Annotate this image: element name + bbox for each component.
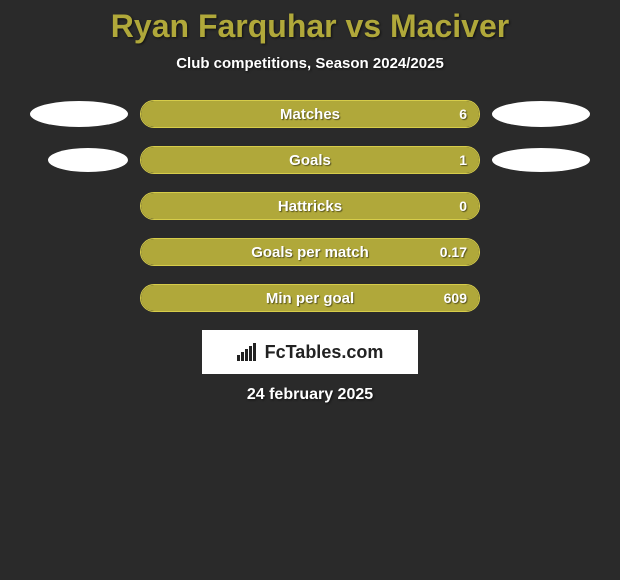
left-portrait-slot: [30, 146, 140, 174]
stat-row: Min per goal609: [0, 284, 620, 312]
logo-text: FcTables.com: [265, 342, 384, 363]
page-subtitle: Club competitions, Season 2024/2025: [0, 55, 620, 72]
date-label: 24 february 2025: [0, 386, 620, 404]
right-portrait-slot: [480, 192, 590, 220]
chart-bars-icon: [237, 343, 259, 361]
right-portrait-slot: [480, 238, 590, 266]
stat-label: Min per goal: [141, 285, 479, 311]
stat-value: 0.17: [440, 239, 467, 265]
stat-row: Goals per match0.17: [0, 238, 620, 266]
stat-bar: Goals per match0.17: [140, 238, 480, 266]
right-portrait-slot: [480, 100, 590, 128]
logo: FcTables.com: [237, 342, 384, 363]
player-portrait-placeholder: [492, 101, 590, 127]
stat-bar: Min per goal609: [140, 284, 480, 312]
stat-bar: Goals1: [140, 146, 480, 174]
stat-row: Goals1: [0, 146, 620, 174]
right-portrait-slot: [480, 284, 590, 312]
left-portrait-slot: [30, 100, 140, 128]
stat-label: Goals per match: [141, 239, 479, 265]
player-portrait-placeholder: [492, 148, 590, 172]
stat-label: Matches: [141, 101, 479, 127]
page-title: Ryan Farquhar vs Maciver: [0, 8, 620, 45]
player-portrait-placeholder: [48, 148, 128, 172]
infographic-container: Ryan Farquhar vs Maciver Club competitio…: [0, 0, 620, 404]
stat-row: Matches6: [0, 100, 620, 128]
stat-label: Hattricks: [141, 193, 479, 219]
logo-box: FcTables.com: [202, 330, 418, 374]
stats-list: Matches6Goals1Hattricks0Goals per match0…: [0, 100, 620, 312]
left-portrait-slot: [30, 238, 140, 266]
stat-row: Hattricks0: [0, 192, 620, 220]
stat-value: 0: [459, 193, 467, 219]
left-portrait-slot: [30, 284, 140, 312]
right-portrait-slot: [480, 146, 590, 174]
stat-bar: Hattricks0: [140, 192, 480, 220]
left-portrait-slot: [30, 192, 140, 220]
stat-value: 1: [459, 147, 467, 173]
stat-label: Goals: [141, 147, 479, 173]
player-portrait-placeholder: [30, 101, 128, 127]
stat-bar: Matches6: [140, 100, 480, 128]
stat-value: 6: [459, 101, 467, 127]
stat-value: 609: [444, 285, 467, 311]
